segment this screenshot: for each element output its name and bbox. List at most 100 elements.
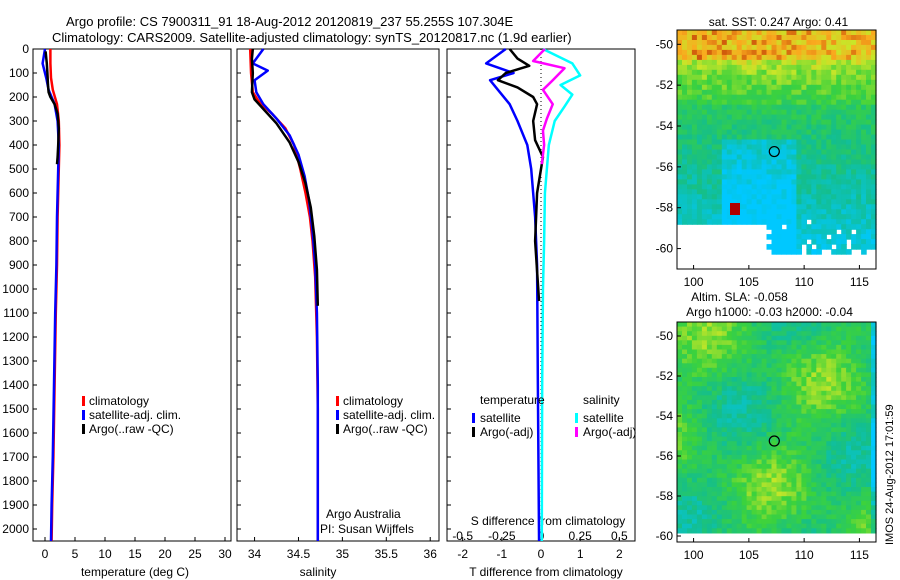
temperature-axis-label: temperature (deg C) [81,565,189,579]
map-cell [677,404,683,410]
map-cell [741,432,748,438]
map-cell [741,509,748,516]
map-cell [871,149,877,156]
map-cell [871,381,877,387]
map-cell [696,94,703,101]
map-cell [806,244,812,250]
map-cell [801,363,807,369]
map-cell [756,441,763,447]
map-cell [701,35,708,41]
map-cell [786,322,793,328]
map-cell [766,367,773,373]
map-cell [781,69,788,76]
map-cell [761,363,768,369]
map-cell [682,84,688,91]
map-cell [771,119,778,126]
map-cell [761,381,768,387]
map-cell [806,164,812,170]
t-diff-tick-label: 1 [577,547,584,561]
map-cell [856,505,862,511]
map-cell [851,386,857,392]
map-cell [726,164,733,170]
map-cell [846,194,852,200]
map-cell [806,139,812,146]
map-cell [776,505,783,511]
map-cell [801,514,807,520]
map-cell [682,454,688,461]
map-cell [851,404,857,410]
map-cell [781,134,788,141]
map-cell [836,528,842,534]
map-cell [706,473,713,479]
map-cell [687,487,693,493]
map-cell [711,326,718,332]
map-cell [726,184,733,190]
map-cell [836,159,842,166]
map-cell [836,464,842,470]
map-cell [682,109,688,116]
map-cell [861,204,867,210]
map-cell [866,464,872,470]
map-cell [682,367,688,373]
map-cell [791,119,797,126]
map-cell [826,335,832,341]
map-cell [791,139,797,146]
map-cell [816,69,822,76]
depth-tick-label: 1400 [2,378,29,392]
map-cell [781,468,788,474]
map-cell [816,413,822,419]
argo-location-marker [768,435,780,447]
map-cell [726,496,733,502]
map-cell [677,519,683,525]
map-cell [796,468,802,474]
map-cell [801,129,807,136]
map-cell [811,459,817,465]
map-cell [751,413,758,419]
map-cell [756,331,763,337]
map-cell [731,468,738,474]
map-cell [816,523,822,529]
map-cell [811,35,817,41]
map-cell [851,496,857,502]
map-cell [716,500,723,506]
map-cell [741,104,748,111]
map-cell [691,74,698,81]
map-cell [831,44,837,51]
map-cell [801,450,807,456]
map-cell [696,189,703,195]
map-cell [846,413,852,419]
map-cell [861,509,867,516]
map-cell [806,468,812,474]
map-cell [791,491,797,497]
map-cell [811,224,817,230]
map-cell [806,509,812,516]
map-cell [701,409,708,415]
map-cell [696,523,703,529]
map-cell [741,354,748,360]
map-cell [801,239,807,245]
map-cell [771,523,778,529]
map-cell [751,104,758,111]
map-cell [871,109,877,116]
map-cell [826,69,832,76]
map-cell [796,219,802,225]
map-cell [811,164,817,170]
map-cell [841,432,847,438]
map-cell [776,418,783,424]
map-cell [691,523,698,529]
map-cell [816,144,822,151]
map-cell [736,464,743,470]
map-cell [716,199,723,205]
map-cell [731,413,738,419]
map-cell [856,482,862,488]
map-cell [821,487,827,493]
map-cell [836,519,842,525]
map-cell [866,500,872,506]
map-cell [761,340,768,346]
map-cell [751,418,758,424]
map-cell [856,204,862,210]
map-cell [687,386,693,392]
map-cell [771,363,778,369]
map-cell [721,35,728,41]
map-cell [851,372,857,378]
